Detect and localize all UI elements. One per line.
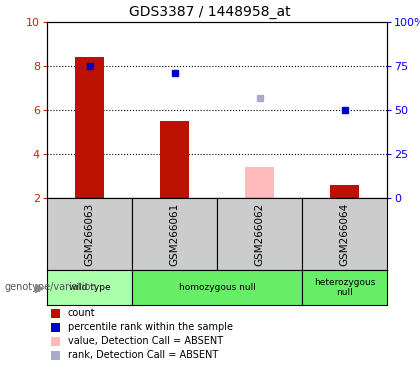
Text: GSM266064: GSM266064 [339, 202, 349, 266]
Text: wild type: wild type [69, 283, 110, 292]
Text: heterozygous
null: heterozygous null [314, 278, 375, 297]
Text: value, Detection Call = ABSENT: value, Detection Call = ABSENT [68, 336, 223, 346]
Text: ▶: ▶ [35, 281, 45, 294]
Text: percentile rank within the sample: percentile rank within the sample [68, 322, 233, 332]
Text: GSM266062: GSM266062 [255, 202, 265, 266]
Text: rank, Detection Call = ABSENT: rank, Detection Call = ABSENT [68, 350, 218, 360]
Text: genotype/variation: genotype/variation [4, 283, 97, 293]
Text: GSM266063: GSM266063 [84, 202, 94, 266]
Text: GDS3387 / 1448958_at: GDS3387 / 1448958_at [129, 5, 291, 19]
Bar [75, 57, 105, 198]
Bar [160, 121, 189, 198]
Bar [330, 185, 360, 198]
Text: count: count [68, 308, 96, 318]
Text: GSM266061: GSM266061 [170, 202, 179, 266]
Text: homozygous null: homozygous null [178, 283, 255, 292]
Bar [244, 167, 274, 198]
